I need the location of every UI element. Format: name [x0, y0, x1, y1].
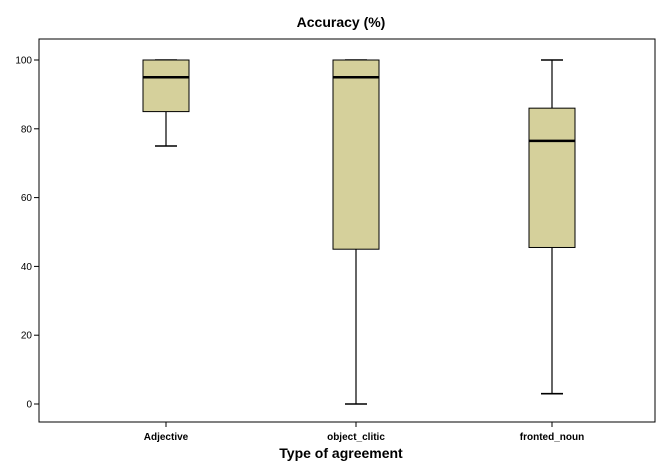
y-tick-label: 60 [21, 193, 33, 204]
x-axis-label: Type of agreement [279, 445, 403, 461]
iqr-box [332, 59, 380, 250]
x-axis: Adjective object_clitic fronted_noun [144, 422, 584, 443]
box-Adjective [142, 59, 190, 147]
y-tick-label: 0 [26, 400, 32, 411]
iqr-box [142, 59, 190, 113]
box-fronted_noun [528, 59, 576, 395]
y-axis: 0 20 40 60 80 100 [15, 56, 39, 411]
iqr-box [528, 107, 576, 248]
y-tick-label: 40 [21, 262, 33, 273]
x-tick-label-object_clitic: object_clitic [327, 432, 385, 443]
box-series [142, 59, 576, 405]
box-object_clitic [332, 59, 380, 405]
x-tick-label-fronted_noun: fronted_noun [520, 432, 584, 443]
y-tick-label: 100 [15, 56, 32, 67]
x-tick-label-Adjective: Adjective [144, 432, 189, 443]
chart-title: Accuracy (%) [297, 14, 386, 30]
y-tick-label: 80 [21, 124, 33, 135]
y-tick-label: 20 [21, 331, 33, 342]
